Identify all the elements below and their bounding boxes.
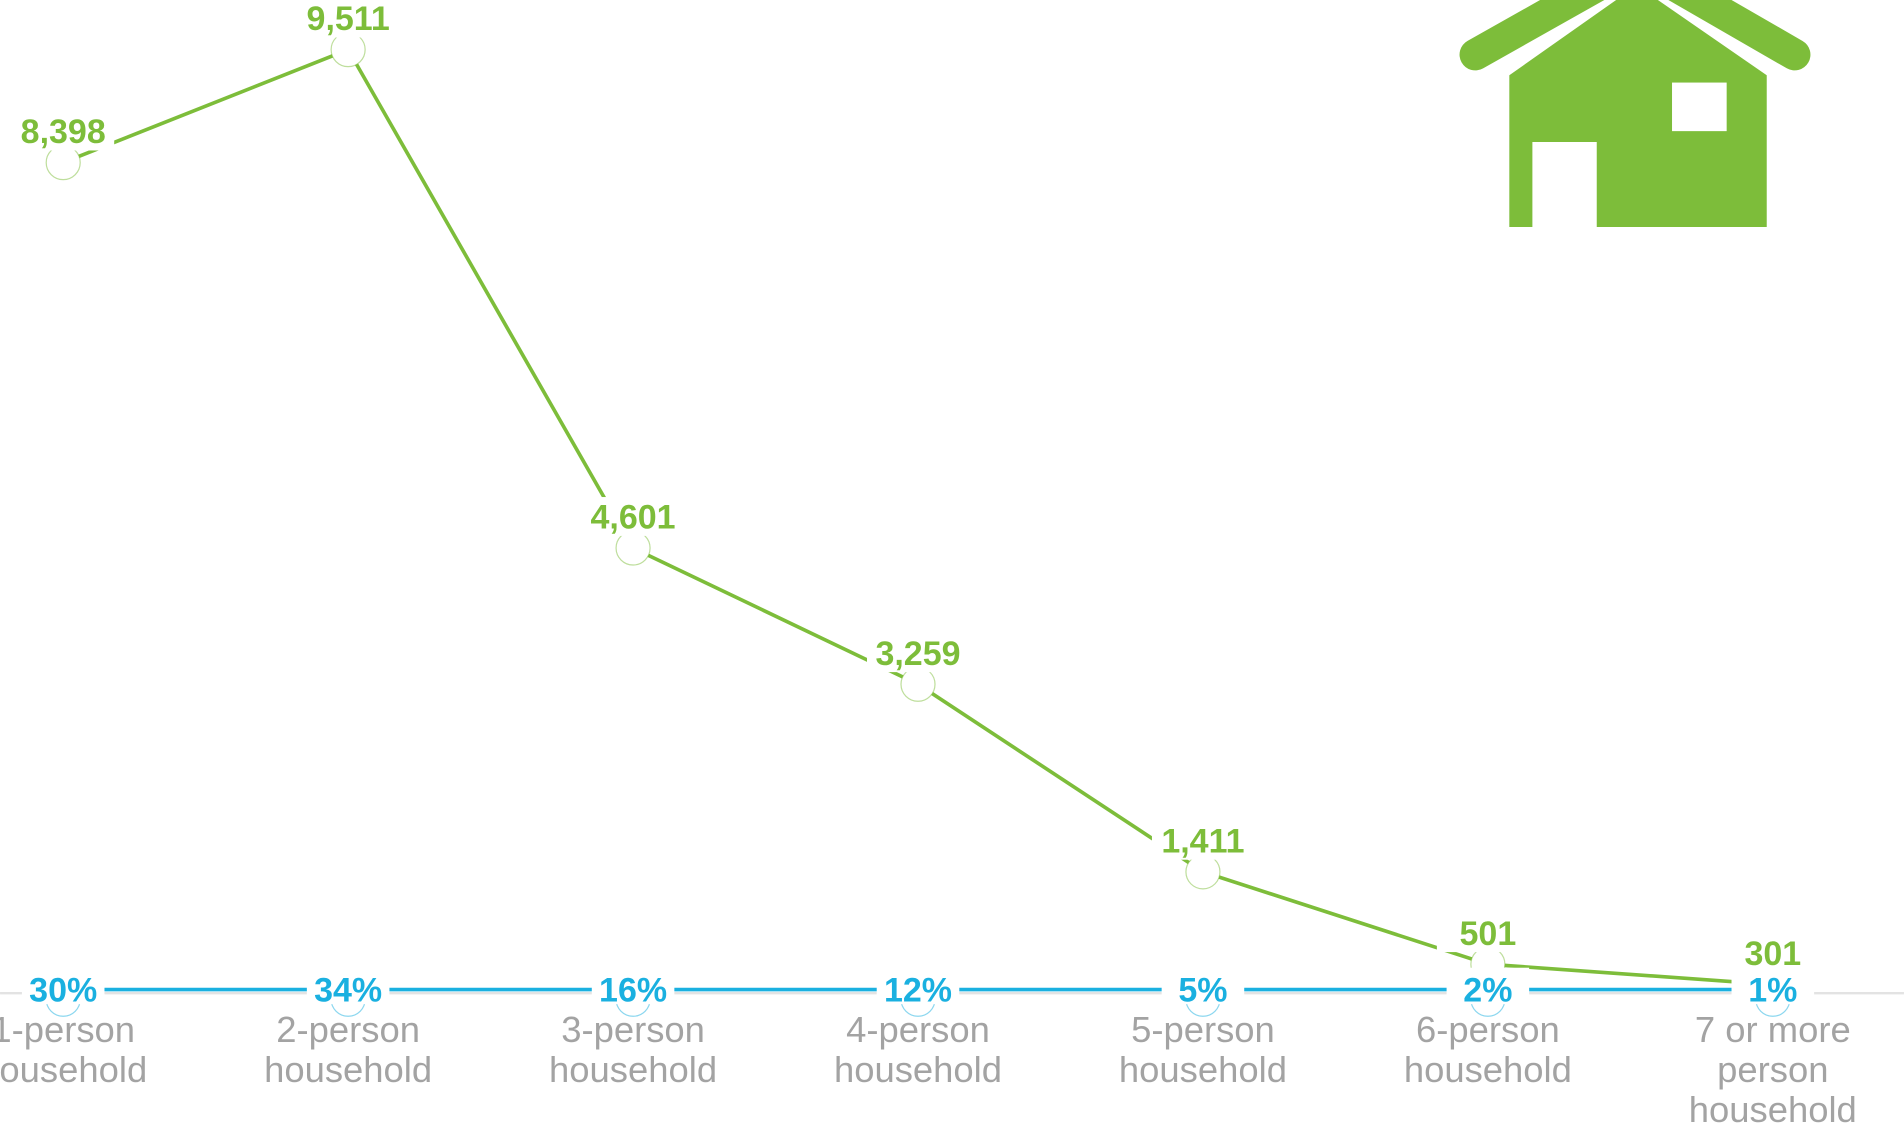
x-tick-line: household: [1404, 1049, 1572, 1090]
x-tick-line: household: [1119, 1049, 1287, 1090]
x-tick-label: 7 or more person household: [1689, 1009, 1857, 1128]
share-label: 2%: [1463, 972, 1512, 1010]
x-tick-line: 1-person: [0, 1009, 135, 1050]
x-tick-line: 6-person: [1416, 1009, 1560, 1050]
share-label: 16%: [599, 972, 667, 1010]
count-label: 8,398: [21, 113, 106, 151]
label-bg: [867, 633, 969, 673]
x-tick-line: household: [549, 1049, 717, 1090]
label-bg: [297, 0, 400, 38]
x-tick-line: person: [1717, 1049, 1828, 1090]
x-tick-label: 6-person household: [1404, 1009, 1572, 1090]
x-tick-label: 3-person household: [549, 1009, 717, 1090]
share-label: 1%: [1748, 972, 1797, 1010]
share-label: 30%: [29, 972, 97, 1010]
share-label: 5%: [1178, 972, 1227, 1010]
count-label: 1,411: [1161, 822, 1244, 860]
x-tick-line: 4-person: [846, 1009, 990, 1050]
label-bg: [1446, 967, 1530, 1005]
label-bg: [1151, 820, 1254, 860]
x-tick-label: 5-person household: [1119, 1009, 1287, 1090]
count-label: 4,601: [591, 499, 676, 537]
x-tick-line: household: [0, 1049, 147, 1090]
count-label: 9,511: [307, 0, 390, 38]
share-label: 12%: [884, 972, 952, 1010]
x-tick-line: household: [264, 1049, 432, 1090]
x-tick-label: 2-person household: [264, 1009, 432, 1090]
x-tick-label: 4-person household: [834, 1009, 1002, 1090]
count-label: 3,259: [875, 635, 960, 673]
label-bg: [876, 967, 960, 1005]
house-icon: [1459, 0, 1811, 228]
x-tick-line: 7 or more: [1695, 1009, 1851, 1050]
x-tick-line: 2-person: [276, 1009, 420, 1050]
label-bg: [1721, 933, 1824, 973]
label-bg: [1436, 913, 1539, 953]
count-label: 301: [1744, 935, 1801, 973]
x-tick-line: 5-person: [1131, 1009, 1275, 1050]
x-tick-line: 3-person: [561, 1009, 705, 1050]
label-bg: [582, 497, 685, 536]
share-label: 34%: [314, 972, 382, 1010]
label-bg: [591, 967, 675, 1005]
x-tick-line: household: [834, 1049, 1002, 1090]
label-bg: [12, 111, 115, 151]
label-bg: [1731, 967, 1815, 1005]
label-bg: [306, 967, 390, 1005]
count-label: 501: [1460, 915, 1517, 953]
label-bg: [21, 967, 105, 1005]
x-tick-line: household: [1689, 1089, 1857, 1128]
label-bg: [1161, 967, 1245, 1005]
